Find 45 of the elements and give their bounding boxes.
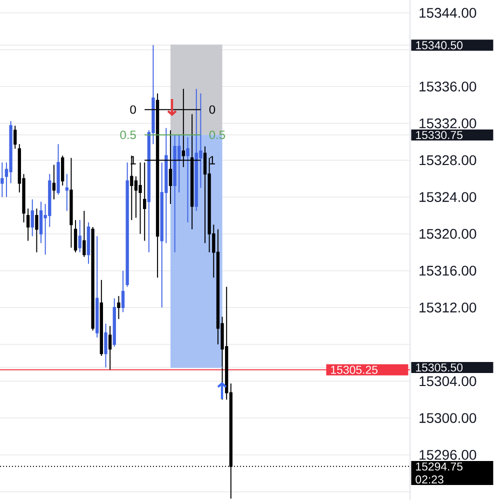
candlestick [52, 164, 56, 200]
y-tick-label: 15336.00 [420, 82, 476, 92]
candlestick [39, 201, 43, 244]
y-tick-label: 15320.00 [420, 228, 476, 239]
candlestick [117, 296, 120, 320]
candlestick [14, 125, 17, 150]
y-tick-label: 15312.00 [420, 302, 476, 312]
candlestick [35, 208, 38, 253]
y-tick-label: 15332.00 [420, 118, 476, 128]
y-tick-label: 15296.00 [420, 450, 476, 460]
y-tick-label: 15344.00 [420, 8, 476, 18]
candlestick [108, 325, 112, 370]
candlestick [143, 162, 146, 242]
text: 0.5 [120, 130, 136, 140]
candlestick [82, 210, 86, 258]
candlestick [0, 162, 4, 198]
y-tick-label: 15304.00 [420, 376, 476, 386]
candlestick [104, 323, 108, 368]
candlestick [186, 136, 190, 223]
ref-line-label: 15294.75 02:23 [416, 462, 463, 484]
candlestick [70, 157, 73, 248]
text: 0 [209, 105, 216, 114]
y-tick-label: 15300.00 [420, 413, 476, 423]
candlestick [208, 157, 211, 253]
candlestick [164, 127, 168, 244]
candlestick [138, 162, 142, 234]
y-tick-label: 15328.00 [420, 155, 476, 166]
ref-line-label: 15305.25 [331, 366, 378, 374]
candlestick [30, 198, 34, 237]
candlestick [126, 162, 129, 288]
candlestick [121, 270, 125, 313]
candlestick [78, 220, 82, 253]
y-tick-label: 15305.50 [416, 363, 463, 372]
candlestick [203, 146, 207, 244]
candlestick [26, 208, 30, 242]
series-label: 0 [130, 105, 136, 114]
y-tick-label: 15330.75 [416, 130, 463, 140]
y-tick-label: 15316.00 [420, 266, 476, 276]
candlestick [173, 134, 176, 253]
candlestick [74, 220, 78, 253]
series-label: 0.5 [209, 130, 225, 140]
candlestick [100, 279, 103, 356]
candlestick [96, 236, 99, 338]
y-tick-label: 15340.50 [416, 41, 463, 50]
y-tick-label: 15324.00 [420, 192, 476, 202]
